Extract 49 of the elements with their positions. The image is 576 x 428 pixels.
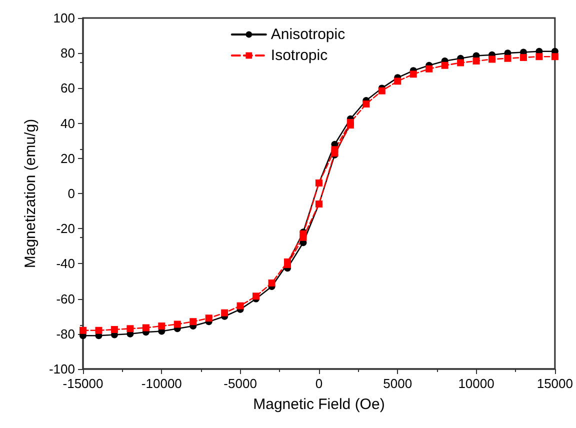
point — [126, 325, 134, 332]
point — [426, 65, 433, 72]
y-tick-label: -100 — [48, 362, 75, 376]
point — [221, 309, 228, 316]
x-tick-label: -10000 — [141, 376, 182, 391]
point — [252, 292, 260, 300]
y-tick-label: -20 — [56, 221, 75, 236]
point — [536, 53, 543, 60]
y-tick-label: 0 — [68, 186, 75, 201]
y-tick-label: 40 — [60, 116, 75, 131]
point — [268, 280, 276, 287]
y-tick-label: 100 — [53, 10, 75, 26]
point — [110, 326, 118, 334]
point — [205, 314, 212, 322]
point — [80, 326, 86, 334]
x-tick-label: 10000 — [458, 376, 494, 391]
point — [142, 324, 150, 332]
y-tick-label: 60 — [60, 80, 75, 96]
legend-label: Isotropic — [270, 47, 328, 64]
point — [488, 56, 496, 63]
x-axis-title: Magnetic Field (Oe) — [253, 396, 385, 413]
point — [158, 322, 166, 330]
point — [457, 59, 464, 66]
x-tick-label: 15000 — [536, 376, 574, 391]
point — [394, 78, 402, 85]
point — [504, 54, 512, 62]
y-tick-label: 20 — [60, 150, 75, 166]
point — [300, 234, 307, 241]
point — [190, 318, 197, 326]
y-tick-label: -40 — [56, 256, 75, 272]
point — [551, 53, 558, 60]
x-tick-label: 5000 — [383, 376, 412, 391]
point — [95, 326, 102, 334]
point — [174, 320, 181, 328]
y-axis-title: Magnetization (emu/g) — [22, 118, 40, 268]
point — [378, 87, 386, 94]
x-tick-label: -15000 — [62, 376, 104, 391]
point — [441, 62, 448, 69]
y-tick-label: -60 — [56, 291, 75, 306]
legend-label: Anisotropic — [270, 26, 346, 43]
point — [410, 70, 417, 78]
point — [236, 302, 244, 310]
x-tick-label: 0 — [315, 376, 323, 391]
x-tick-label: -5000 — [224, 376, 257, 391]
point — [520, 54, 527, 61]
y-tick-label: -80 — [56, 326, 75, 342]
point — [472, 58, 480, 64]
y-tick-label: 80 — [60, 46, 75, 61]
point — [362, 100, 370, 108]
